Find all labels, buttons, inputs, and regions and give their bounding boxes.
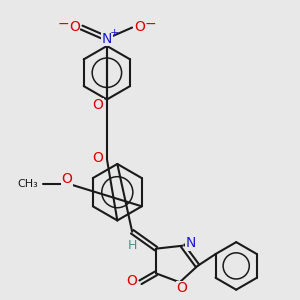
Text: CH₃: CH₃ (17, 179, 38, 189)
Text: O: O (61, 172, 72, 186)
Text: −: − (145, 17, 156, 31)
Text: N: N (102, 32, 112, 46)
Text: +: + (110, 28, 119, 38)
Text: O: O (92, 98, 104, 112)
Text: H: H (128, 239, 137, 252)
Text: O: O (92, 151, 104, 165)
Text: −: − (57, 17, 69, 31)
Text: O: O (134, 20, 145, 34)
Text: O: O (177, 281, 188, 295)
Text: O: O (69, 20, 80, 34)
Text: O: O (126, 274, 137, 288)
Text: N: N (186, 236, 196, 250)
